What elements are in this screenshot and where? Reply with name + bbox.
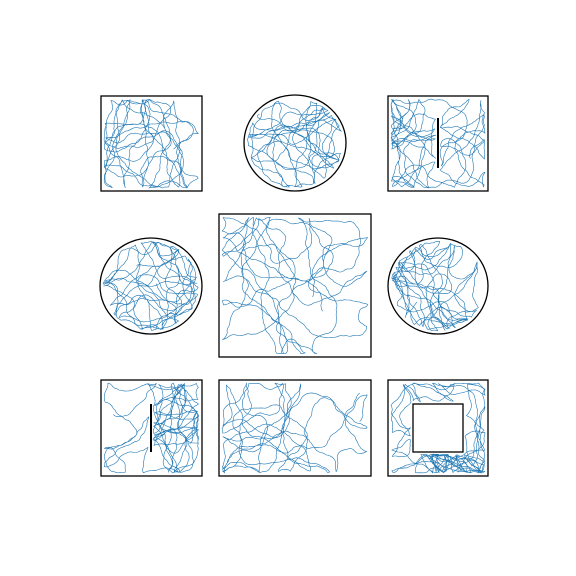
- circular-arena-boundary: [387, 237, 489, 335]
- inner-square-obstacle: [412, 403, 464, 453]
- trajectory-path: [103, 99, 199, 189]
- circular-arena-boundary: [99, 237, 203, 335]
- panel-circle-middle-right: [387, 237, 489, 335]
- panel-large-rect-center: [218, 213, 372, 358]
- rectangular-arena-boundary: [387, 379, 489, 477]
- circular-arena-boundary: [243, 94, 347, 192]
- trajectory-path: [391, 241, 479, 331]
- panel-square-top-left: [100, 95, 203, 192]
- rectangular-arena-boundary: [387, 95, 489, 192]
- panel-square-wall-top-right: [387, 95, 489, 192]
- trajectory-path: [221, 382, 368, 474]
- rectangular-arena-boundary: [218, 379, 372, 477]
- panel-wide-rect-bottom-center: [218, 379, 372, 477]
- rectangular-arena-boundary: [218, 213, 372, 358]
- trajectory-path: [103, 382, 200, 474]
- trajectory-path: [247, 100, 342, 188]
- panel-square-wall-bottom-left: [100, 379, 203, 477]
- panel-square-hole-bottom-right: [387, 379, 489, 477]
- panel-circle-top-center: [243, 94, 347, 192]
- trajectory-path: [221, 217, 369, 355]
- rectangular-arena-boundary: [100, 379, 203, 477]
- trajectory-path: [390, 382, 486, 474]
- panel-circle-middle-left: [99, 237, 203, 335]
- rectangular-arena-boundary: [100, 95, 203, 192]
- trajectory-path: [390, 98, 486, 189]
- trajectory-path: [103, 240, 199, 331]
